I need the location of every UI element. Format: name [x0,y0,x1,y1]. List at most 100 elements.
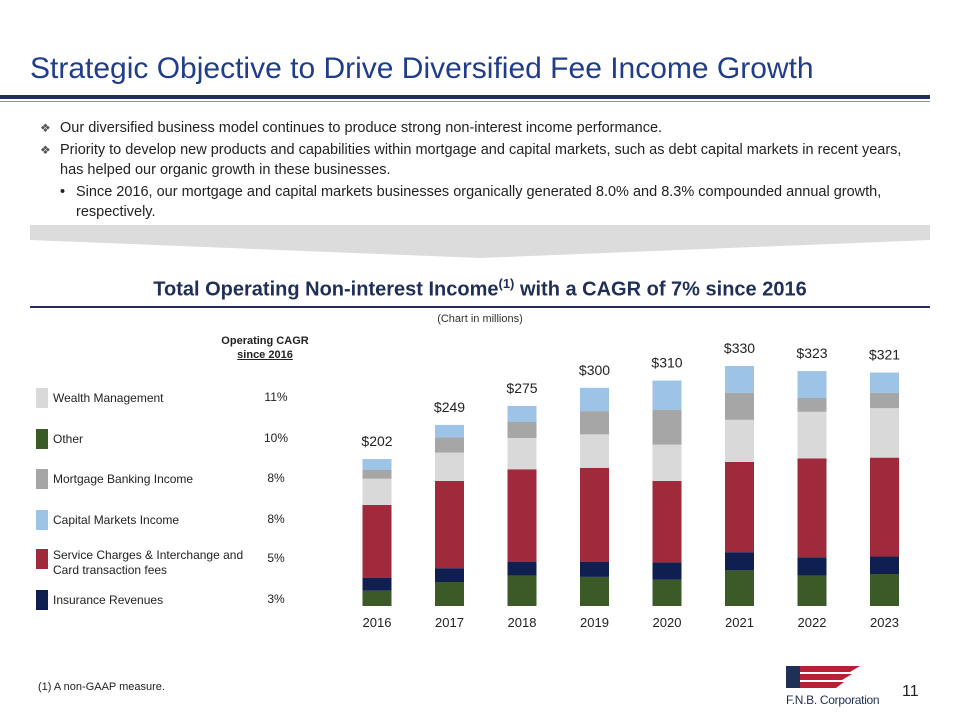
x-tick-label: 2017 [435,615,464,630]
x-tick-label: 2022 [798,615,827,630]
bar-segment [580,411,609,435]
total-label: $202 [361,433,392,449]
cagr-value: 3% [267,592,285,606]
bar-segment [870,457,899,557]
bar-segment [580,561,609,577]
bar-segment [797,575,827,606]
sub-bullet: Since 2016, our mortgage and capital mar… [40,182,920,222]
legend-label: Wealth Management [53,391,164,405]
slide-title: Strategic Objective to Drive Diversified… [30,52,814,85]
bar-segment [797,458,827,558]
legend-swatch [36,510,48,530]
bar-segment [435,480,464,569]
legend-swatch [36,469,48,489]
total-label: $300 [579,362,610,378]
bar-segment [652,380,682,410]
bar-segment [870,556,899,574]
bar-segment [580,434,609,468]
bullet-list: Our diversified business model continues… [40,118,920,222]
bar-segment [362,577,392,591]
bar-segment [725,392,754,420]
bar-segment [725,552,754,571]
chart-title-main: Total Operating Non-interest Income [153,278,499,301]
bar-segment [435,424,464,438]
bar-segment [797,398,827,412]
bar-segment [362,504,392,578]
chevron [30,225,930,258]
bar-segment [507,438,537,470]
bullet: Priority to develop new products and cap… [40,140,920,180]
bar-segment [507,406,537,422]
bar-segment [797,557,827,576]
bar-segment [507,561,537,576]
bar-segment [652,579,682,606]
page-number: 11 [902,683,919,700]
total-label: $321 [869,347,900,363]
chart-title: Total Operating Non-interest Income(1) w… [0,276,960,302]
chart-head-rule [30,306,930,308]
total-label: $310 [651,355,682,371]
logo-text: F.N.B. Corporation [786,693,880,707]
bar-segment [362,590,392,606]
legend-label: Service Charges & Interchange and Card t… [53,548,244,577]
cagr-value: 8% [267,512,285,526]
chart-title-rest: with a CAGR of 7% since 2016 [514,278,807,301]
bar-segment [797,371,827,398]
legend-label: Capital Markets Income [53,513,180,527]
legend-swatch [36,429,48,449]
title-rule-thin [0,101,930,102]
bar-segment [580,387,609,412]
bar-segment [652,562,682,580]
bar-segment [725,570,754,606]
bar-segment [725,419,754,462]
bar-segment [870,392,899,409]
chart-subtitle: (Chart in millions) [437,313,523,325]
legend-label: Other [53,432,84,446]
bar-segment [507,422,537,438]
bar-segment [870,372,899,393]
x-tick-label: 2019 [580,615,609,630]
bar-segment [725,462,754,553]
cagr-header-line: Operating CAGR [221,335,309,347]
bar-segment [870,408,899,458]
cagr-value: 10% [263,431,289,445]
cagr-value: 5% [267,551,285,565]
legend-swatch [36,388,48,408]
x-tick-label: 2018 [508,615,537,630]
bar-segment [507,575,537,606]
cagr-value: 11% [264,390,288,404]
total-label: $330 [724,340,755,356]
bar-segment [652,480,682,563]
bar-segment [580,467,609,562]
total-label: $323 [796,345,827,361]
footnote: (1) A non-GAAP measure. [38,681,165,693]
bar-segment [797,411,827,459]
bar-segment [580,576,609,606]
legend-label: Insurance Revenues [53,593,164,607]
bar-segment [435,452,464,481]
total-label: $275 [506,380,537,396]
bar-segment [652,444,682,481]
bar-segment [362,470,392,479]
cagr-header: Operating CAGR since 2016 [210,334,320,362]
legend-swatch [36,549,48,569]
bullet: Our diversified business model continues… [40,118,920,138]
bar-segment [725,366,754,393]
legend-label: Mortgage Banking Income [53,472,194,486]
title-rule [0,95,930,99]
bar-segment [362,459,392,470]
chart-title-sup: (1) [498,276,515,291]
bar-segment [870,574,899,606]
bar-segment [435,582,464,606]
x-tick-label: 2023 [870,615,899,630]
total-label: $249 [434,399,465,415]
logo-mark [786,666,860,688]
bar-segment [435,568,464,582]
bar-segment [362,478,392,505]
x-tick-label: 2016 [363,615,392,630]
bar-segment [652,409,682,445]
x-tick-label: 2021 [725,615,754,630]
cagr-value: 8% [267,471,285,485]
